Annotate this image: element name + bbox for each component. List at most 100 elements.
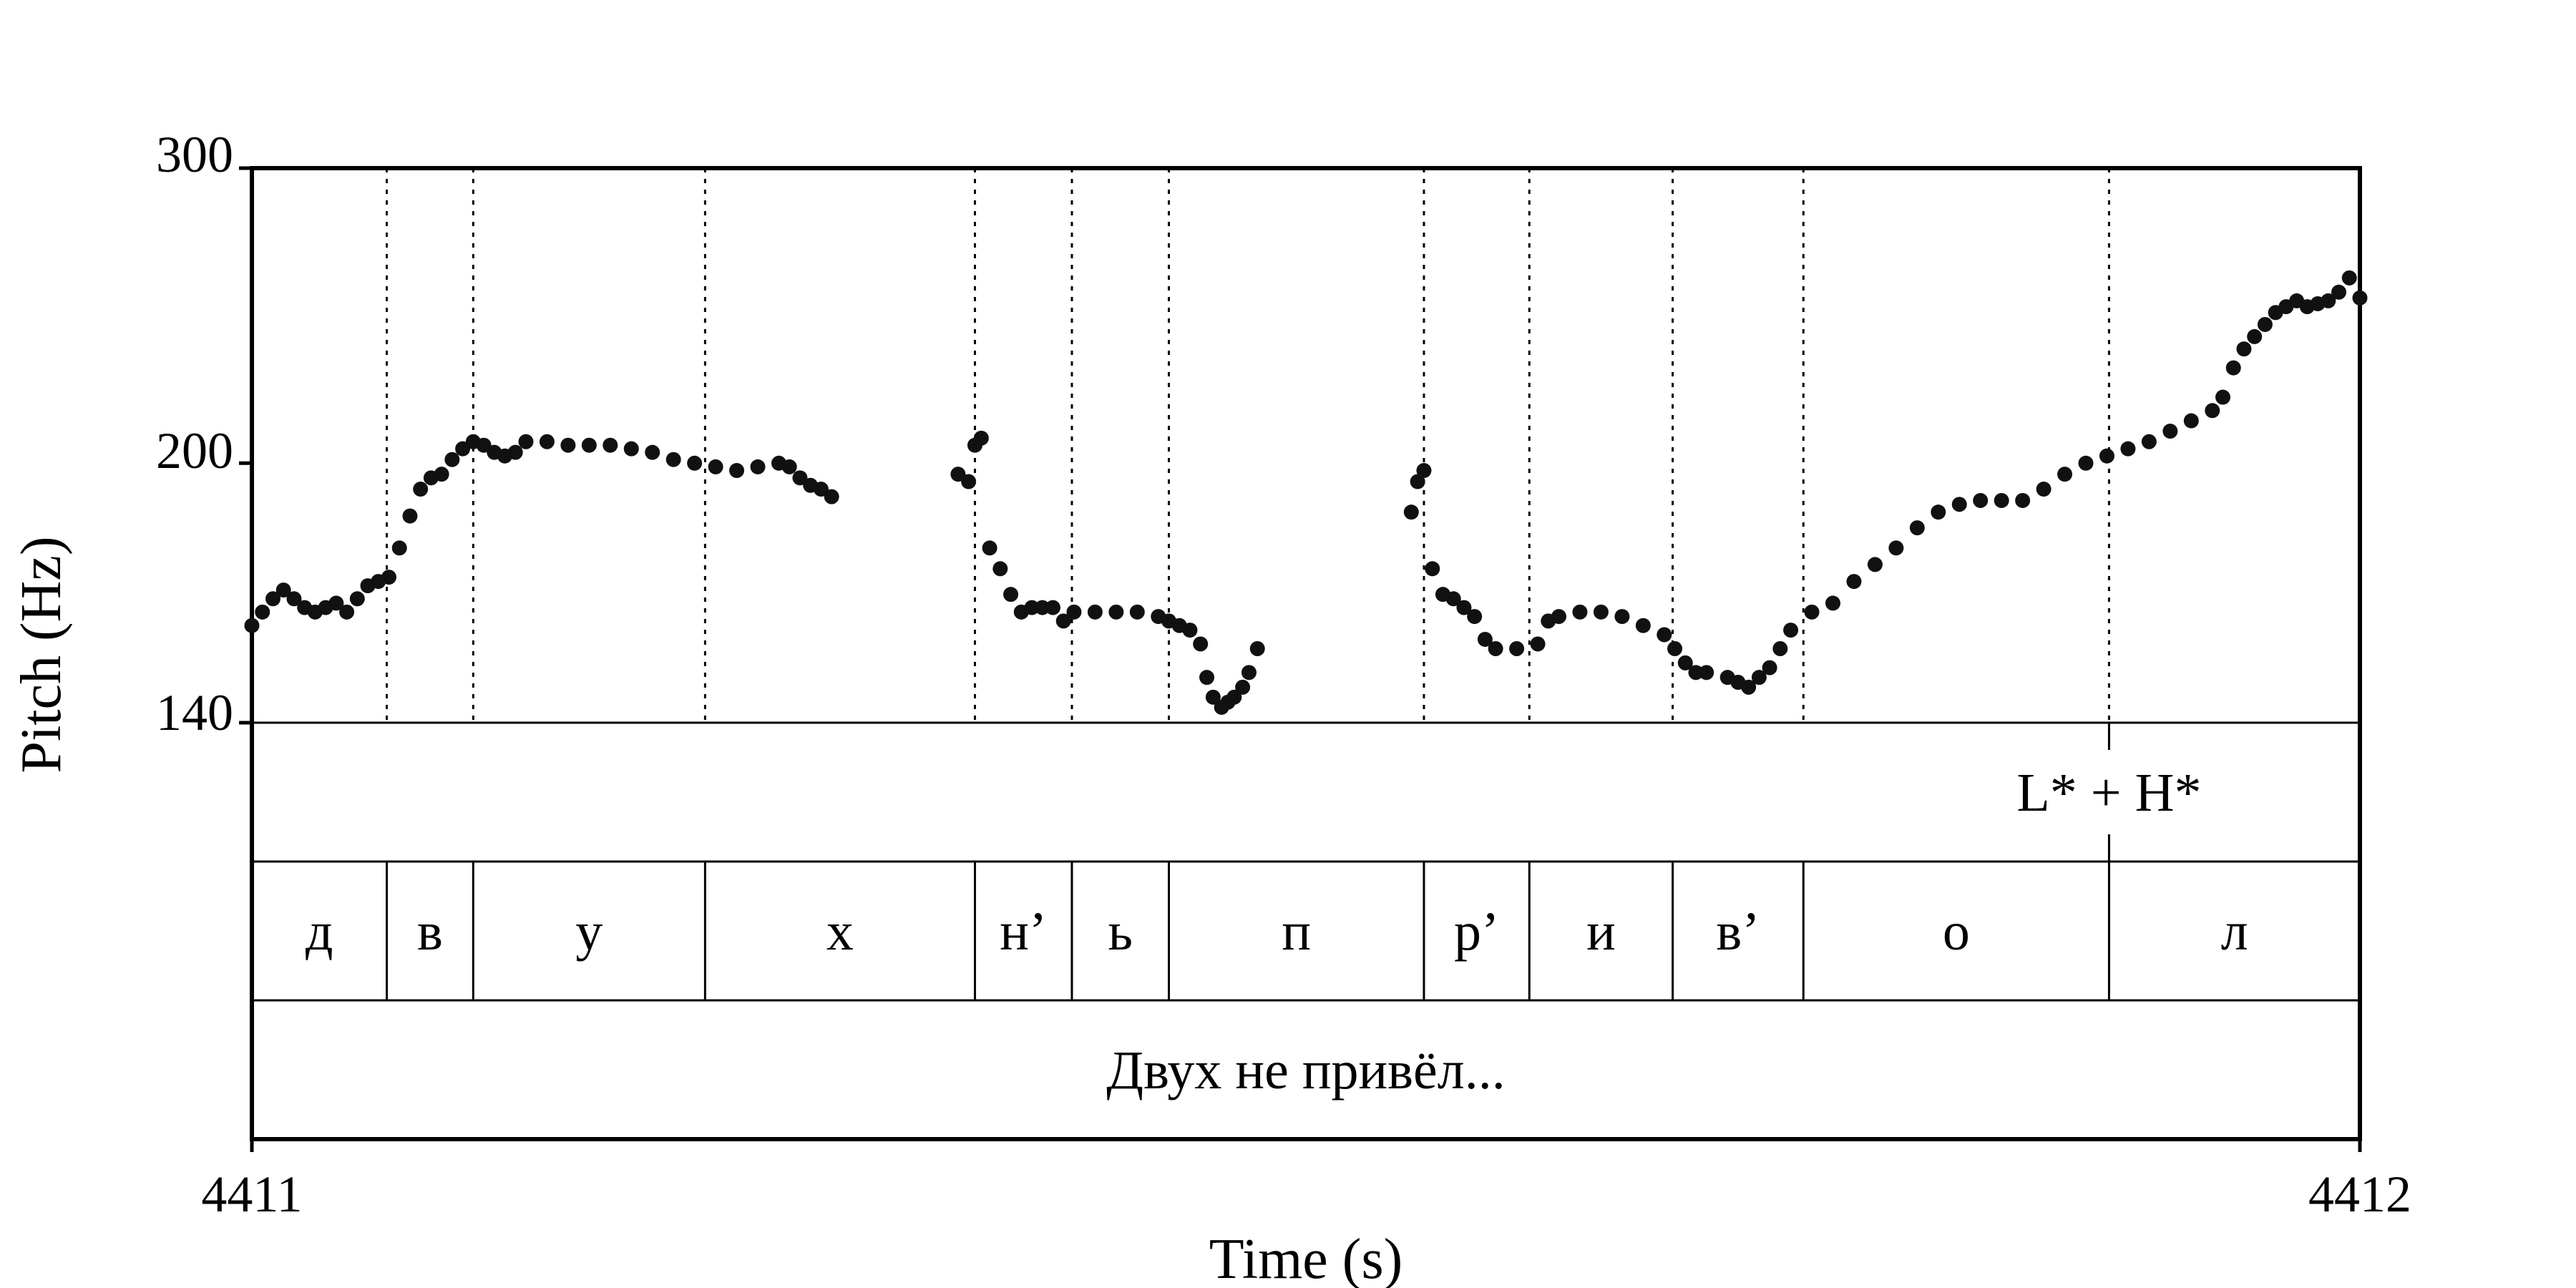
pitch-point [328, 595, 344, 611]
pitch-point [581, 437, 597, 453]
pitch-point [244, 618, 260, 633]
pitch-point [2183, 413, 2199, 429]
pitch-point [1951, 497, 1967, 512]
segment-label: и [1586, 902, 1616, 962]
pitch-point [1509, 640, 1525, 656]
pitch-point [2036, 482, 2051, 497]
pitch-point [2331, 284, 2347, 300]
boundary-lines [386, 168, 2110, 1000]
pitch-point [1249, 640, 1265, 656]
pitch-point [2247, 328, 2263, 344]
pitch-point [1055, 613, 1071, 629]
pitch-point [813, 482, 829, 497]
pitch-point [1846, 574, 1862, 590]
x-axis-title: Time (s) [1209, 1228, 1402, 1288]
word-label: Двух не привёл... [1106, 1040, 1505, 1101]
pitch-point [1205, 689, 1221, 705]
pitch-point [402, 508, 418, 524]
pitch-point [1530, 636, 1546, 652]
pitch-point [973, 430, 989, 446]
pitch-point [2015, 492, 2031, 508]
segment-label: н’ [1000, 902, 1047, 962]
pitch-point [824, 489, 839, 504]
pitch-point [992, 561, 1008, 577]
segment-label: в [417, 902, 443, 962]
pitch-point [1129, 604, 1145, 620]
pitch-point [1909, 520, 1925, 536]
pitch-point [1182, 623, 1198, 638]
pitch-point [982, 540, 997, 556]
pitch-point [1024, 600, 1040, 615]
pitch-point [1699, 665, 1714, 680]
pitch-point [265, 591, 280, 607]
segment-label: х [826, 902, 854, 962]
pitch-point [1087, 604, 1103, 620]
pitch-point [2099, 448, 2114, 464]
pitch-point [2341, 270, 2357, 286]
tone-label: L* + H* [2016, 763, 2201, 823]
segment-label: в’ [1716, 902, 1760, 962]
pitch-point [2057, 467, 2073, 482]
pitch-point [1783, 623, 1799, 638]
pitch-point [1467, 609, 1483, 625]
y-tick-200: 200 [156, 422, 233, 479]
pitch-point [391, 540, 407, 556]
pitch-point [1045, 600, 1060, 615]
pitch-point [349, 591, 365, 607]
pitch-point [2257, 316, 2273, 332]
pitch-point [2141, 434, 2157, 449]
plot-frame [250, 166, 2362, 1141]
pitch-point [507, 444, 523, 460]
pitch-point [1416, 463, 1432, 479]
segment-label: р’ [1454, 902, 1499, 962]
pitch-point [2225, 360, 2241, 376]
pitch-point [1425, 561, 1440, 577]
pitch-point [1445, 591, 1461, 607]
pitch-point [1108, 604, 1124, 620]
pitch-point [2236, 341, 2252, 357]
pitch-point [1488, 640, 1503, 656]
pitch-point [2215, 389, 2231, 405]
pitch-point [1772, 640, 1788, 656]
segment-label: л [2221, 902, 2248, 962]
tier-labels: L* + H* д в у х н’ ь п р’ и в’ о л Двух не привёл... [306, 763, 2248, 1101]
pitch-point [1825, 595, 1840, 611]
pitch-point [950, 467, 966, 482]
pitch-points [244, 270, 2368, 715]
pitch-point [665, 452, 681, 467]
pitch-point [444, 452, 460, 467]
plot-frames [239, 166, 2362, 1152]
pitch-point [1477, 631, 1493, 647]
y-tick-140: 140 [156, 684, 233, 741]
pitch-point [476, 437, 492, 453]
pitch-point [1551, 609, 1567, 625]
pitch-point [687, 455, 703, 471]
pitch-point [1741, 679, 1757, 695]
pitch-point [1888, 540, 1904, 556]
pitch-point [2321, 293, 2336, 308]
pitch-point [275, 582, 291, 598]
pitch-point [1635, 618, 1651, 633]
pitch-point [2162, 424, 2178, 439]
pitch-point [1572, 604, 1588, 620]
pitch-point [560, 437, 576, 453]
pitch-point [602, 437, 618, 453]
pitch-point [792, 470, 808, 486]
pitch-point [286, 591, 302, 607]
pitch-point [1804, 604, 1820, 620]
pitch-point [1667, 640, 1683, 656]
x-tick-end: 4412 [2308, 1166, 2411, 1223]
pitch-point [1003, 587, 1019, 602]
pitch-point [1867, 557, 1883, 572]
y-axis-title: Pitch (Hz) [10, 536, 73, 773]
pitch-point [961, 474, 977, 489]
pitch-point [1241, 665, 1257, 680]
segment-label: п [1282, 902, 1311, 962]
y-tick-300: 300 [156, 126, 233, 183]
pitch-point [455, 441, 471, 457]
pitch-point [339, 604, 355, 620]
pitch-point [729, 463, 745, 479]
segment-label: о [1943, 902, 1970, 962]
segment-label: у [575, 902, 602, 962]
